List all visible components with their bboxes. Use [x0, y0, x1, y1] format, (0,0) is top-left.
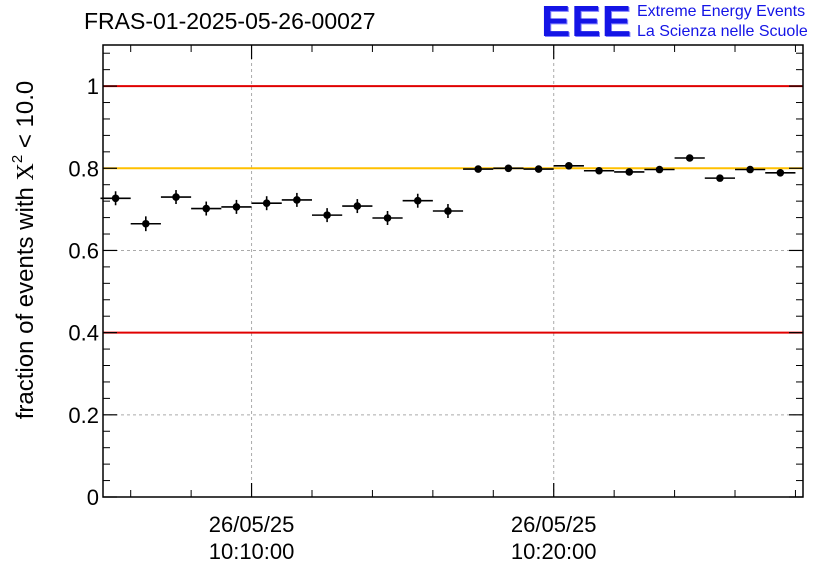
data-point — [595, 166, 603, 175]
y-axis-label: fraction of events with X2 < 10.0 — [9, 81, 39, 420]
data-point — [565, 162, 573, 170]
axes: 00.20.40.60.8126/05/2510:10:0026/05/2510… — [68, 45, 803, 564]
y-tick-label: 1 — [87, 74, 99, 99]
x-tick-date-label: 26/05/25 — [209, 512, 295, 537]
y-tick-label: 0.6 — [68, 238, 99, 263]
data-point — [383, 214, 392, 222]
reference-lines — [103, 85, 803, 334]
y-tick-label: 0 — [87, 485, 99, 510]
data-point — [534, 165, 543, 173]
run-title: FRAS-01-2025-05-26-00027 — [84, 8, 376, 34]
data-point — [413, 196, 422, 205]
data-point — [655, 165, 664, 174]
data-point — [202, 204, 211, 213]
data-point — [716, 174, 724, 182]
data-point — [776, 168, 785, 177]
y-tick-label: 0.4 — [68, 321, 99, 346]
data-point — [293, 196, 301, 204]
grid-lines — [103, 45, 803, 497]
data-point — [746, 165, 754, 174]
y-axis-label-sup: 2 — [9, 155, 26, 163]
data-points — [100, 154, 796, 232]
data-point — [625, 168, 634, 176]
data-point — [474, 165, 482, 173]
data-point — [504, 164, 513, 173]
data-point — [685, 154, 694, 162]
data-point — [353, 202, 362, 210]
y-tick-label: 0.2 — [68, 403, 99, 428]
x-tick-date-label: 26/05/25 — [511, 512, 597, 537]
data-point — [232, 203, 241, 211]
y-axis-label-chi: X — [13, 163, 39, 180]
y-axis-label-suffix: < 10.0 — [12, 81, 39, 155]
y-axis-label-prefix: fraction of events with — [12, 180, 39, 419]
x-tick-time-label: 10:10:00 — [209, 539, 295, 564]
plot-frame — [102, 44, 804, 498]
data-point — [111, 194, 120, 203]
data-point — [172, 193, 180, 201]
y-tick-label: 0.8 — [68, 156, 99, 181]
data-point — [323, 211, 331, 219]
data-point — [262, 199, 271, 207]
eee-logo: EEE — [541, 0, 633, 46]
data-point — [142, 219, 150, 228]
logo-line-2: La Scienza nelle Scuole — [637, 23, 808, 40]
data-point — [444, 207, 452, 215]
x-tick-time-label: 10:20:00 — [511, 539, 597, 564]
logo-line-1: Extreme Energy Events — [637, 3, 806, 20]
